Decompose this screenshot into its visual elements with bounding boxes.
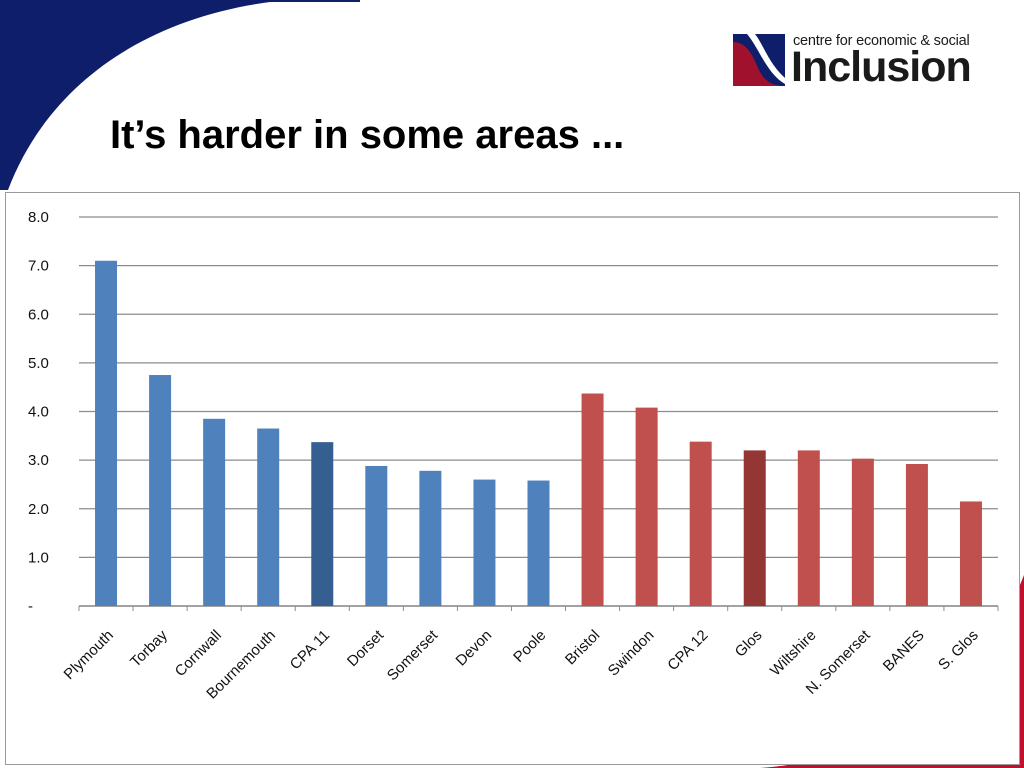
bar bbox=[257, 428, 280, 606]
bar bbox=[203, 418, 226, 606]
bar bbox=[527, 480, 550, 606]
bar bbox=[149, 375, 172, 606]
y-tick-label: 3.0 bbox=[28, 452, 49, 469]
x-tick-label: Wiltshire bbox=[767, 627, 820, 680]
y-tick-label: 6.0 bbox=[28, 306, 49, 323]
x-tick-label: Dorset bbox=[344, 626, 388, 670]
y-tick-label: 4.0 bbox=[28, 404, 49, 421]
bar bbox=[851, 458, 874, 606]
bar bbox=[581, 393, 604, 606]
bar bbox=[797, 450, 820, 606]
bar bbox=[635, 407, 658, 606]
y-tick-label: 1.0 bbox=[28, 549, 49, 566]
bar bbox=[959, 501, 982, 606]
y-tick-label: 8.0 bbox=[28, 209, 49, 226]
x-tick-label: CPA 12 bbox=[664, 627, 711, 674]
x-tick-label: Bristol bbox=[562, 627, 603, 668]
slide-title: It’s harder in some areas ... bbox=[110, 113, 625, 157]
bar bbox=[95, 260, 118, 606]
y-tick-label: 7.0 bbox=[28, 258, 49, 275]
y-tick-label: - bbox=[28, 598, 33, 615]
logo-tagline: centre for economic & social bbox=[793, 33, 970, 49]
x-tick-label: BANES bbox=[880, 627, 928, 675]
x-tick-label: Cornwall bbox=[172, 627, 225, 680]
bar bbox=[743, 450, 766, 606]
bar bbox=[311, 442, 334, 606]
logo-mark-icon bbox=[733, 34, 785, 86]
logo-wordmark: Inclusion bbox=[791, 43, 972, 91]
x-tick-label: CPA 11 bbox=[287, 627, 333, 673]
y-tick-label: 5.0 bbox=[28, 355, 49, 372]
y-tick-label: 2.0 bbox=[28, 501, 49, 518]
chart-frame: -1.0 2.0 3.0 4.0 5.0 6.0 7.0 8.0 Plymouth Torbay C… bbox=[5, 192, 1020, 765]
x-tick-label: Devon bbox=[453, 627, 496, 670]
x-tick-label: Somerset bbox=[384, 626, 442, 684]
bar bbox=[365, 465, 388, 606]
x-tick-label: Torbay bbox=[127, 626, 171, 670]
bar bbox=[473, 479, 496, 606]
x-tick-label: S. Glos bbox=[935, 627, 982, 674]
bar bbox=[689, 441, 712, 606]
x-tick-label: Swindon bbox=[605, 627, 658, 680]
x-tick-label: Poole bbox=[510, 627, 549, 666]
bar bbox=[419, 470, 442, 606]
cesi-logo: centre for economic & social Inclusion bbox=[733, 33, 983, 91]
x-tick-label: Glos bbox=[732, 627, 766, 661]
x-tick-label: Plymouth bbox=[61, 627, 117, 683]
bar bbox=[905, 464, 928, 606]
